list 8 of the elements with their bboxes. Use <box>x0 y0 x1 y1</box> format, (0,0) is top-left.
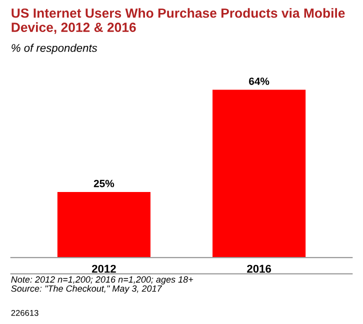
text: 226613 <box>11 310 38 316</box>
text: Note: 2012 n=1,200; 2016 n=1,200; ages 18+ Source: "The Checkout," May 3, 2017 <box>11 276 194 294</box>
data-label: 64% <box>249 78 270 85</box>
x-tick-label: 2012 <box>92 264 116 273</box>
data-label: 25% <box>94 180 114 188</box>
chart-subtitle: % of respondents <box>12 44 98 54</box>
chart-title: US Internet Users Who Purchase Products via Mobile Device, 2012 & 2016 <box>12 8 345 34</box>
x-tick-label: 2016 <box>247 264 272 273</box>
